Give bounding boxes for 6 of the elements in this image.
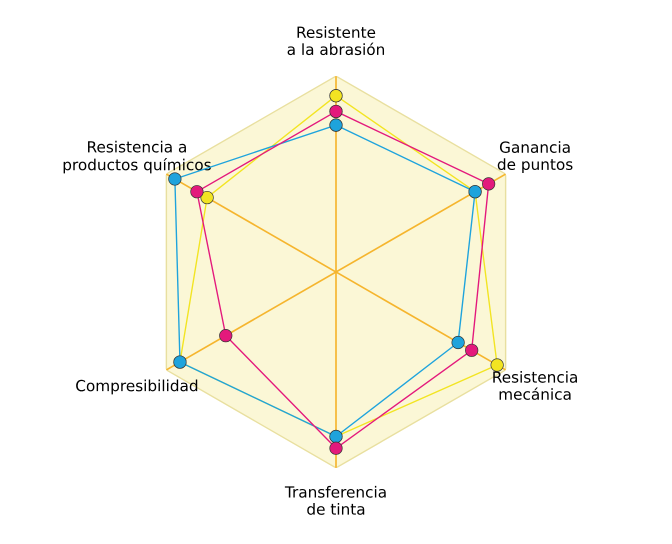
spoke-label: Resistencia a productos químicos bbox=[64, 140, 211, 174]
spoke-label: Compresibilidad bbox=[76, 380, 198, 394]
spoke-label: Resistencia mecánica bbox=[493, 370, 577, 400]
spoke-label: Ganancia de puntos bbox=[498, 141, 572, 174]
spoke-label: Transferencia de tinta bbox=[284, 486, 386, 515]
spoke-label: Resistente a la abrasión bbox=[288, 26, 384, 56]
